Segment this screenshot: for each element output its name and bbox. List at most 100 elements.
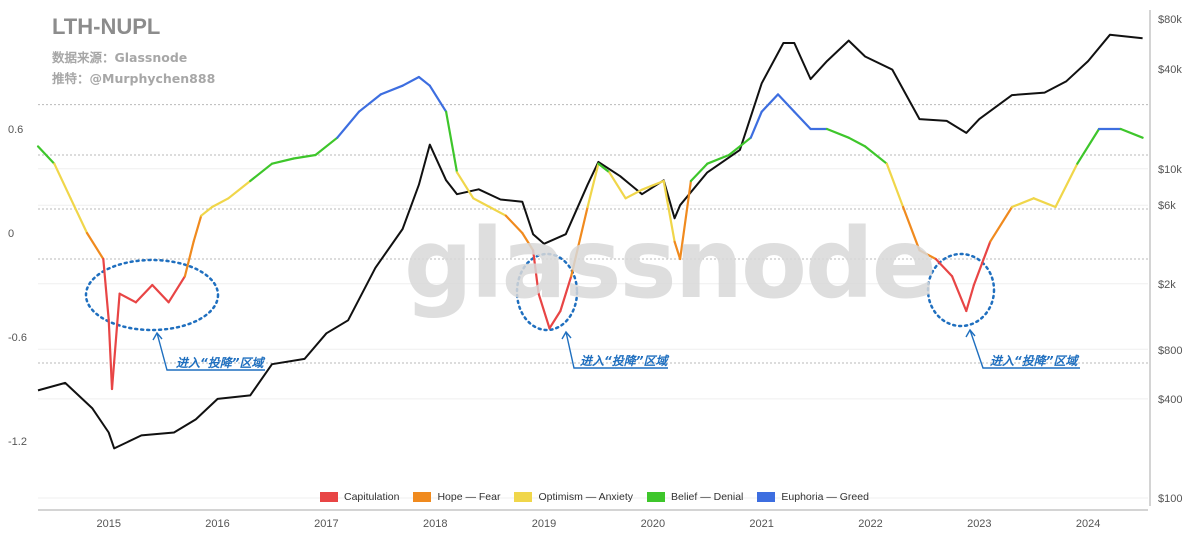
callout-2015: 进入“投降”区域: [176, 356, 264, 370]
nupl-segment: [662, 179, 676, 243]
legend-label: Capitulation: [344, 491, 400, 503]
legend-item[interactable]: Hope — Fear: [413, 491, 500, 503]
arrow-head: [965, 328, 976, 338]
right-tick-label: $80k: [1158, 14, 1182, 26]
nupl-segment: [102, 257, 110, 321]
nupl-segment: [85, 231, 105, 261]
left-tick-label: -0.6: [8, 331, 27, 344]
nupl-segment: [760, 93, 780, 113]
callout-2018: 进入“投降”区域: [580, 354, 668, 368]
price-line: [37, 33, 1143, 450]
nupl-segment: [504, 214, 524, 235]
legend-swatch: [413, 492, 432, 502]
nupl-segment: [417, 75, 431, 87]
legend: Capitulation Hope — Fear Optimism — Anxiet…: [320, 491, 869, 503]
left-tick-label: 0.6: [8, 124, 24, 137]
legend-item[interactable]: Capitulation: [320, 491, 399, 503]
nupl-segment: [793, 110, 812, 131]
nupl-segment: [472, 197, 491, 209]
x-tick-label: 2024: [1075, 518, 1101, 530]
x-tick-label: 2017: [314, 518, 339, 530]
nupl-segment: [749, 110, 763, 139]
lth-nupl-line: [36, 75, 1144, 391]
nupl-segment: [192, 214, 203, 243]
legend-item[interactable]: Euphoria — Greed: [757, 491, 869, 503]
nupl-segment: [488, 205, 507, 217]
left-tick-label: 0: [8, 228, 15, 240]
nupl-segment: [706, 153, 731, 165]
right-tick-label: $400: [1158, 394, 1183, 406]
legend-label: Belief — Denial: [671, 491, 744, 503]
annotation-arrows: [152, 328, 1080, 371]
nupl-segment: [950, 275, 968, 313]
nupl-segment: [531, 249, 540, 295]
nupl-segment: [336, 110, 361, 139]
left-tick-label: -1.2: [8, 435, 27, 448]
x-tick-label: 2020: [640, 518, 666, 530]
nupl-segment: [673, 240, 682, 261]
legend-item[interactable]: Belief — Denial: [647, 491, 743, 503]
nupl-segment: [110, 292, 121, 391]
callout-arrow: [565, 331, 668, 369]
nupl-segment: [885, 162, 905, 209]
nupl-segment: [586, 162, 600, 209]
x-tick-label: 2015: [96, 518, 121, 530]
nupl-segment: [1010, 197, 1035, 209]
nupl-segment: [537, 292, 551, 330]
nupl-segment: [640, 179, 665, 191]
nupl-segment: [901, 205, 921, 252]
callout-arrow: [969, 329, 1080, 369]
x-tick-label: 2023: [967, 518, 992, 530]
nupl-segment: [107, 318, 114, 391]
capitulation-ellipse: [515, 252, 579, 332]
chart-title: LTH-NUPL: [52, 14, 161, 39]
nupl-segment: [1076, 127, 1101, 165]
nupl-segment: [597, 162, 611, 174]
nupl-segment: [727, 136, 752, 157]
nupl-segment: [776, 93, 796, 113]
nupl-segment: [1119, 127, 1144, 139]
legend-label: Euphoria — Greed: [781, 491, 869, 503]
arrow-head: [152, 331, 163, 341]
nupl-segment: [965, 283, 976, 313]
nupl-segment: [314, 136, 339, 157]
nupl-segment: [608, 171, 627, 200]
glassnode-watermark: glassnode: [404, 208, 937, 320]
nupl-segment: [167, 275, 186, 304]
nupl-segment: [183, 240, 195, 278]
arrow-head: [561, 330, 572, 340]
legend-swatch: [647, 492, 666, 502]
nupl-segment: [521, 231, 535, 252]
legend-item[interactable]: Optimism — Anxiety: [514, 491, 633, 503]
nupl-segment: [227, 179, 252, 200]
x-tick-label: 2021: [749, 518, 774, 530]
nupl-segment: [200, 205, 214, 217]
nupl-segment: [69, 197, 89, 235]
nupl-segment: [445, 110, 459, 174]
nupl-segment: [1032, 197, 1057, 209]
nupl-segment: [934, 257, 954, 278]
nupl-segment: [401, 75, 420, 87]
nupl-segment: [151, 283, 170, 304]
nupl-segment: [989, 205, 1014, 243]
right-tick-label: $40k: [1158, 64, 1182, 76]
right-tick-label: $2k: [1158, 279, 1176, 291]
legend-swatch: [320, 492, 338, 502]
nupl-segment: [211, 197, 230, 209]
capitulation-zones: [84, 252, 996, 332]
nupl-segment: [678, 179, 693, 261]
x-tick-label: 2018: [422, 518, 448, 530]
nupl-segment: [1054, 162, 1079, 209]
capitulation-ellipse: [926, 252, 996, 328]
nupl-segment: [570, 205, 589, 278]
nupl-segment: [972, 240, 992, 287]
right-tick-label: $6k: [1158, 200, 1176, 212]
nupl-segment: [825, 127, 850, 139]
nupl-segment: [53, 162, 72, 200]
price-path: [37, 33, 1143, 450]
nupl-segment: [548, 309, 562, 330]
right-tick-label: $100: [1158, 493, 1183, 505]
capitulation-ellipse: [84, 258, 220, 332]
x-tick-label: 2022: [858, 518, 883, 530]
nupl-segment: [559, 275, 573, 313]
